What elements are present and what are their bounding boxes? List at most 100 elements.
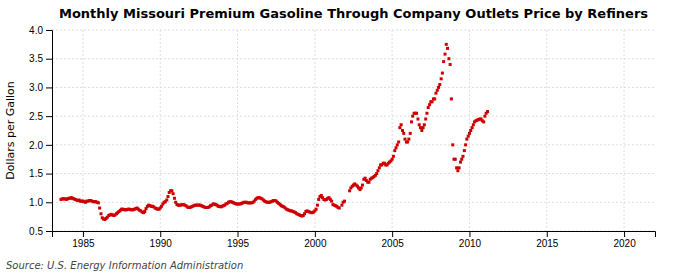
point [395, 146, 398, 149]
point [451, 143, 454, 146]
y-tick-mark [46, 116, 52, 117]
point [393, 149, 396, 152]
point [416, 118, 419, 121]
point [482, 120, 485, 123]
point [315, 208, 318, 211]
y-tick-mark [46, 174, 52, 175]
point [428, 103, 431, 106]
point [447, 57, 450, 60]
x-tick-label: 2005 [382, 238, 405, 249]
point [361, 184, 364, 187]
point [464, 143, 467, 146]
x-tick-label: 1990 [150, 238, 173, 249]
point [471, 126, 474, 129]
x-tick-mark [315, 231, 316, 237]
y-tick-label: 3.0 [29, 82, 43, 93]
y-tick-mark [46, 231, 52, 232]
point [463, 149, 466, 152]
point [376, 169, 379, 172]
y-tick-label: 4.0 [29, 25, 43, 36]
point [172, 192, 175, 195]
x-grid-line [160, 30, 161, 231]
x-tick-label: 2000 [304, 238, 327, 249]
point [425, 112, 428, 115]
point [402, 132, 405, 135]
point [483, 115, 486, 118]
x-tick-mark [469, 231, 470, 237]
point [446, 47, 449, 50]
point [418, 123, 421, 126]
point [442, 60, 445, 63]
point [449, 63, 452, 66]
point [317, 198, 320, 201]
point [469, 129, 472, 132]
y-tick: 4.0 [29, 25, 52, 36]
chart: 198519901995200020052010201520200.51.01.… [0, 0, 675, 275]
x-tick-mark [238, 231, 239, 237]
point [375, 172, 378, 175]
y-tick-mark [46, 145, 52, 146]
point [427, 106, 430, 109]
point [468, 132, 471, 135]
y-tick: 1.5 [29, 168, 52, 179]
point [431, 100, 434, 103]
point [316, 204, 319, 207]
plot: 198519901995200020052010201520200.51.01.… [29, 25, 655, 249]
point [367, 181, 370, 184]
y-grid-line [52, 144, 655, 145]
y-tick: 1.0 [29, 197, 52, 208]
point [340, 204, 343, 207]
point [360, 186, 363, 189]
point [143, 210, 146, 213]
point [433, 97, 436, 100]
x-axis: 19851990199520002005201020152020 [53, 231, 656, 249]
point [459, 161, 462, 164]
point [378, 166, 381, 169]
x-grid-line [314, 30, 315, 231]
point [401, 129, 404, 132]
y-tick-label: 2.5 [29, 111, 43, 122]
y-tick-mark [46, 59, 52, 60]
x-axis-line [53, 232, 656, 238]
point [330, 200, 333, 203]
x-tick-mark [160, 231, 161, 237]
y-tick-mark [46, 87, 52, 88]
x-tick-label: 1995 [227, 238, 250, 249]
x-tick: 2020 [613, 231, 636, 249]
point [97, 201, 100, 204]
point [398, 126, 401, 129]
grid [52, 30, 655, 231]
point [454, 158, 457, 161]
point [170, 189, 173, 192]
y-tick-mark [46, 202, 52, 203]
point [461, 155, 464, 158]
x-tick: 2005 [382, 231, 405, 249]
point [445, 43, 448, 46]
points [59, 43, 489, 221]
point [410, 120, 413, 123]
point [165, 198, 168, 201]
y-tick: 2.5 [29, 111, 52, 122]
point [338, 207, 341, 210]
y-tick-label: 2.0 [29, 140, 43, 151]
y-tick: 3.5 [29, 53, 52, 64]
point [391, 158, 394, 161]
x-tick: 1990 [150, 231, 173, 249]
point [450, 97, 453, 100]
x-tick-label: 2020 [613, 238, 636, 249]
point [392, 155, 395, 158]
point [440, 77, 443, 80]
point [444, 53, 447, 56]
point [409, 132, 412, 135]
point [411, 115, 414, 118]
y-tick-label: 3.5 [29, 53, 43, 64]
y-tick: 0.5 [29, 226, 52, 237]
x-tick: 2010 [459, 231, 482, 249]
title: Monthly Missouri Premium Gasoline Throug… [59, 6, 648, 21]
point [458, 166, 461, 169]
point [437, 86, 440, 89]
x-tick-mark [392, 231, 393, 237]
x-grid-line [237, 30, 238, 231]
point [424, 118, 427, 121]
point [456, 169, 459, 172]
